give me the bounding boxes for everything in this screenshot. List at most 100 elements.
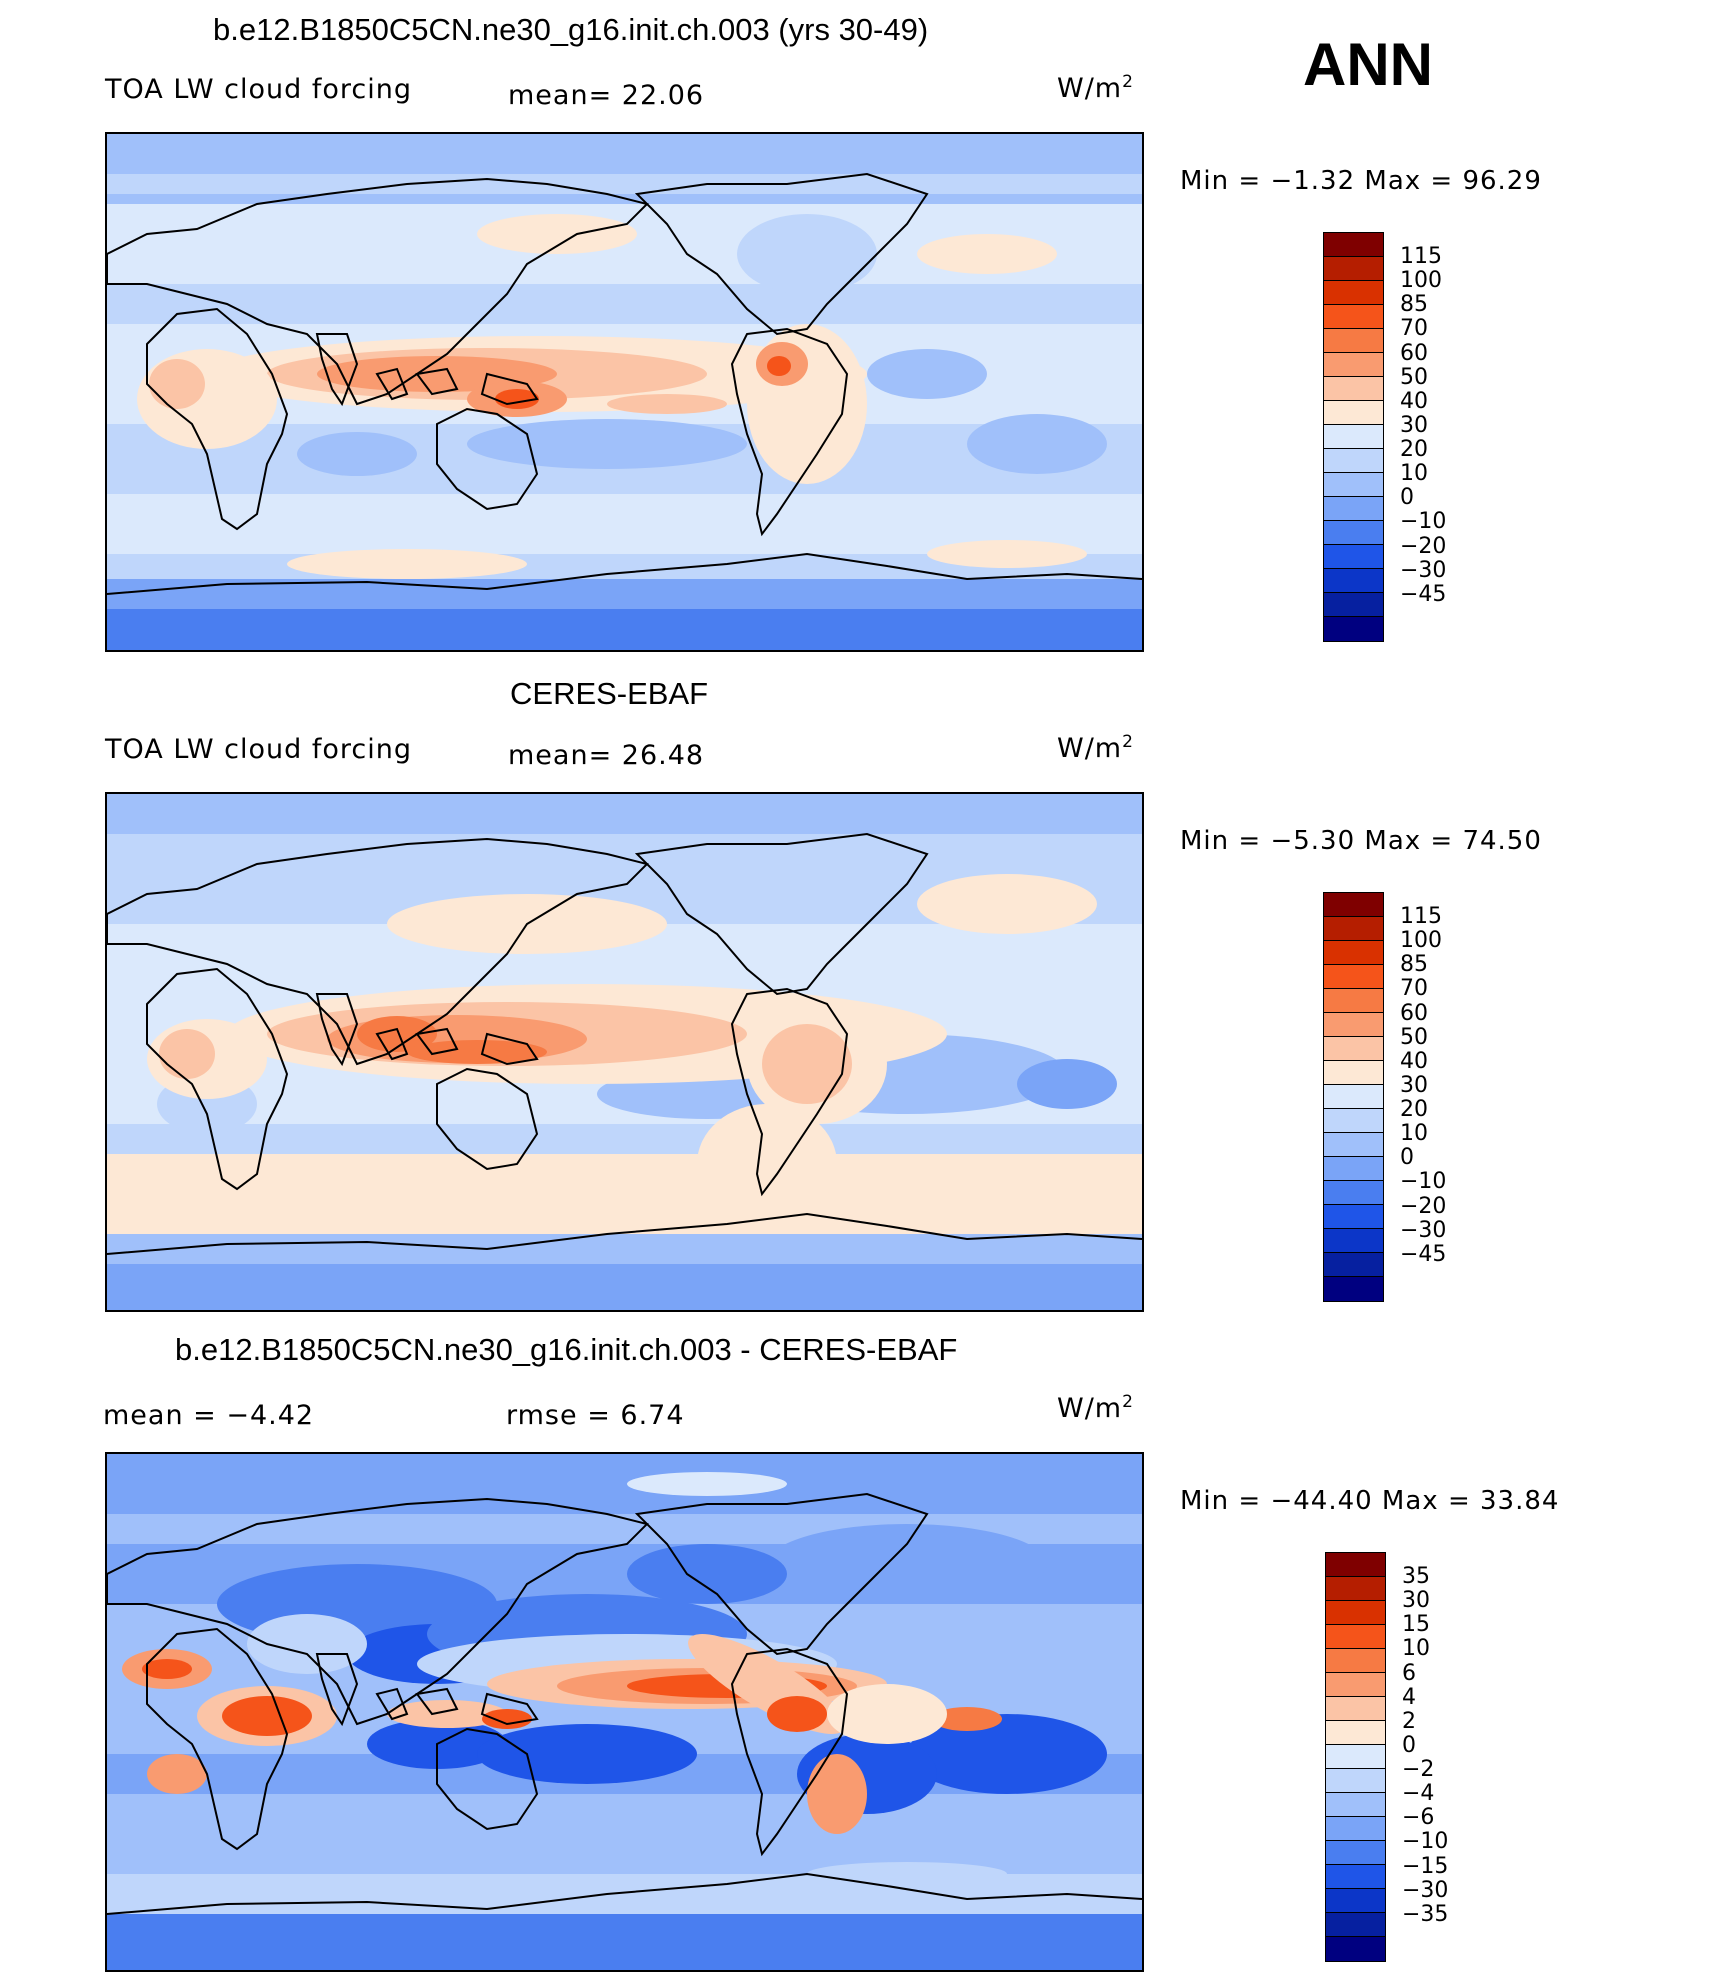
contour-region bbox=[287, 549, 527, 579]
colorbar-swatch bbox=[1326, 1673, 1385, 1697]
season-label: ANN bbox=[1303, 31, 1433, 98]
colorbar-swatch bbox=[1326, 1769, 1385, 1793]
colorbar-tick-label: 40 bbox=[1400, 388, 1428, 414]
panel2-map bbox=[105, 792, 1144, 1312]
panel2-units: W/m2 bbox=[1057, 732, 1134, 764]
colorbar-swatch bbox=[1324, 401, 1383, 425]
colorbar-swatch bbox=[1324, 473, 1383, 497]
colorbar-tick-label: 4 bbox=[1402, 1684, 1416, 1710]
contour-band bbox=[107, 284, 1142, 324]
coastline bbox=[107, 1212, 1142, 1255]
colorbar-swatch bbox=[1324, 233, 1383, 257]
colorbar-swatch bbox=[1324, 1157, 1383, 1181]
colorbar-swatch bbox=[1324, 617, 1383, 641]
coastline bbox=[730, 327, 849, 537]
colorbar-swatch bbox=[1324, 353, 1383, 377]
colorbar-tick-label: 0 bbox=[1400, 485, 1414, 511]
colorbar-tick-label: 15 bbox=[1402, 1612, 1430, 1638]
colorbar-swatch bbox=[1326, 1841, 1385, 1865]
colorbar-swatch bbox=[1326, 1913, 1385, 1937]
panel3-colorbar bbox=[1325, 1552, 1386, 1962]
contour-region bbox=[917, 234, 1057, 274]
colorbar-swatch bbox=[1324, 965, 1383, 989]
colorbar-tick-label: −30 bbox=[1400, 557, 1447, 583]
coastline bbox=[634, 832, 929, 996]
colorbar-tick-label: 85 bbox=[1400, 952, 1428, 978]
colorbar-tick-label: −45 bbox=[1400, 581, 1447, 607]
panel3-colorbar-labels: 35 30 15 10 6 4 2 0 −2 −4 −6 −10 −15 −30 −35 bbox=[1402, 1552, 1502, 1962]
coastline bbox=[730, 1647, 849, 1857]
contour-band bbox=[107, 609, 1142, 650]
coastline bbox=[315, 333, 359, 407]
coastline bbox=[107, 837, 649, 1066]
panel1-units: W/m2 bbox=[1057, 72, 1134, 104]
colorbar-swatch bbox=[1324, 941, 1383, 965]
panel1-mean-label: mean= 22.06 bbox=[508, 80, 705, 111]
coastline bbox=[146, 307, 289, 531]
colorbar-tick-label: −6 bbox=[1402, 1805, 1435, 1831]
colorbar-swatch bbox=[1326, 1793, 1385, 1817]
colorbar-tick-label: 0 bbox=[1400, 1145, 1414, 1171]
colorbar-swatch bbox=[1326, 1865, 1385, 1889]
contour-region bbox=[827, 1684, 947, 1744]
colorbar-swatch bbox=[1324, 1061, 1383, 1085]
colorbar-swatch bbox=[1324, 1037, 1383, 1061]
colorbar-tick-label: 40 bbox=[1400, 1048, 1428, 1074]
colorbar-swatch bbox=[1324, 1109, 1383, 1133]
colorbar-tick-label: −30 bbox=[1400, 1217, 1447, 1243]
colorbar-swatch bbox=[1324, 1229, 1383, 1253]
coastline bbox=[436, 1727, 539, 1831]
contour-region bbox=[297, 432, 417, 476]
colorbar-swatch bbox=[1324, 593, 1383, 617]
colorbar-swatch bbox=[1326, 1601, 1385, 1625]
coastline bbox=[436, 407, 539, 511]
colorbar-tick-label: 35 bbox=[1402, 1564, 1430, 1590]
colorbar-swatch bbox=[1326, 1817, 1385, 1841]
colorbar-tick-label: −20 bbox=[1400, 533, 1447, 559]
panel3-map bbox=[105, 1452, 1144, 1972]
panel1-variable-label: TOA LW cloud forcing bbox=[105, 74, 412, 105]
colorbar-swatch bbox=[1324, 893, 1383, 917]
panel3-map-svg bbox=[107, 1454, 1142, 1970]
colorbar-tick-label: 10 bbox=[1402, 1636, 1430, 1662]
panel3-rmse-label: rmse = 6.74 bbox=[506, 1400, 685, 1431]
contour-region bbox=[477, 1724, 697, 1784]
colorbar-swatch bbox=[1324, 545, 1383, 569]
contour-region bbox=[767, 1524, 1047, 1604]
coastline bbox=[107, 177, 649, 406]
panel1-colorbar bbox=[1323, 232, 1384, 642]
colorbar-swatch bbox=[1324, 497, 1383, 521]
colorbar-swatch bbox=[1324, 1181, 1383, 1205]
panel2-colorbar-labels: 115 100 85 70 60 50 40 30 20 10 0 −10 −20 −30 −45 bbox=[1400, 892, 1500, 1302]
colorbar-tick-label: 0 bbox=[1402, 1732, 1416, 1758]
coastline bbox=[107, 552, 1142, 595]
colorbar-swatch bbox=[1324, 1133, 1383, 1157]
contour-region bbox=[627, 1472, 787, 1496]
contour-region bbox=[927, 540, 1087, 568]
colorbar-tick-label: 30 bbox=[1400, 412, 1428, 438]
colorbar-swatch bbox=[1324, 281, 1383, 305]
colorbar-tick-label: 2 bbox=[1402, 1708, 1416, 1734]
coastline bbox=[436, 1067, 539, 1171]
colorbar-tick-label: 30 bbox=[1400, 1072, 1428, 1098]
contour-band bbox=[107, 1264, 1142, 1310]
colorbar-swatch bbox=[1324, 425, 1383, 449]
colorbar-tick-label: 10 bbox=[1400, 1121, 1428, 1147]
colorbar-tick-label: −10 bbox=[1400, 1169, 1447, 1195]
colorbar-tick-label: 30 bbox=[1402, 1588, 1430, 1614]
colorbar-swatch bbox=[1324, 329, 1383, 353]
coastline bbox=[375, 367, 539, 406]
contour-region bbox=[627, 1544, 787, 1604]
contour-region bbox=[907, 1714, 1107, 1794]
colorbar-swatch bbox=[1326, 1649, 1385, 1673]
colorbar-tick-label: −35 bbox=[1402, 1901, 1449, 1927]
coastline bbox=[107, 1497, 649, 1726]
colorbar-swatch bbox=[1324, 521, 1383, 545]
panel2-min-max: Min = −5.30 Max = 74.50 bbox=[1180, 826, 1542, 856]
contour-region bbox=[917, 874, 1097, 934]
colorbar-tick-label: 50 bbox=[1400, 364, 1428, 390]
colorbar-swatch bbox=[1326, 1697, 1385, 1721]
colorbar-tick-label: −4 bbox=[1402, 1781, 1435, 1807]
colorbar-tick-label: 10 bbox=[1400, 461, 1428, 487]
coastline bbox=[315, 993, 359, 1067]
